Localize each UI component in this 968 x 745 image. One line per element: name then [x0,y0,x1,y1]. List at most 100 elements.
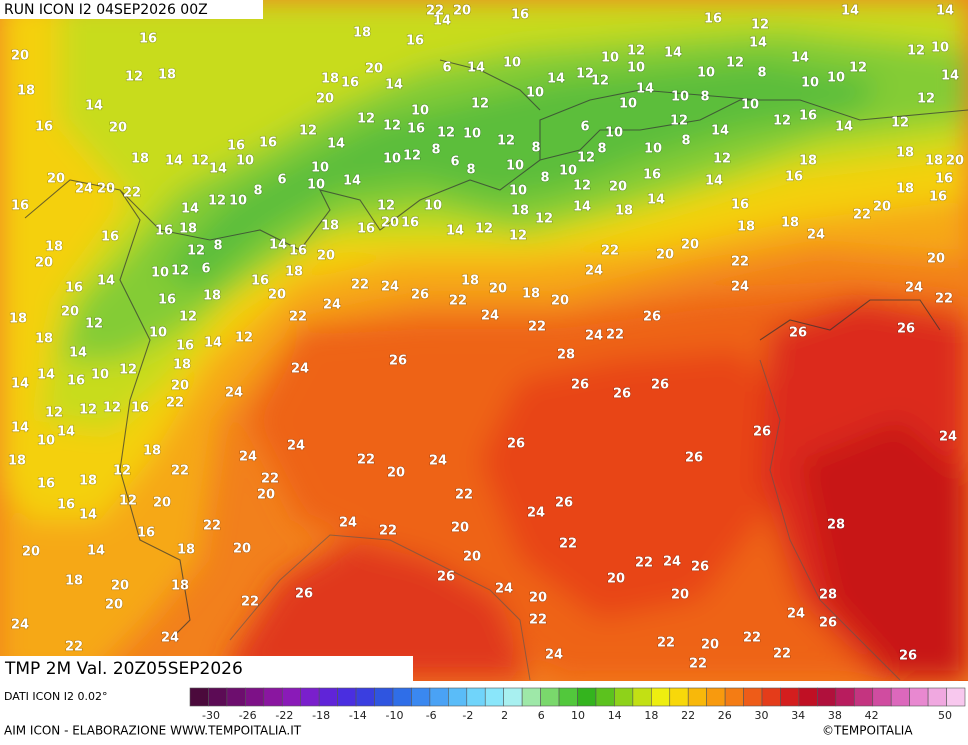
temperature-label: 26 [897,322,915,337]
temperature-label: 12 [119,494,137,509]
temperature-label: 12 [191,154,209,169]
coastline [229,359,901,681]
temperature-label: 12 [751,18,769,33]
temperature-label: 22 [171,464,189,479]
temperature-label: 20 [153,496,171,511]
temperature-label: 10 [526,86,544,101]
temperature-label: 14 [705,174,723,189]
colorbar-tick-label: -30 [202,709,220,722]
colorbar-tick-label: -10 [386,709,404,722]
temperature-label: 24 [731,280,749,295]
temperature-label: 22 [203,519,221,534]
temperature-label: 10 [671,90,689,105]
colorbar-cell [817,687,837,707]
temperature-label: 16 [155,224,173,239]
colorbar-tick-label: 22 [681,709,695,722]
colorbar-tick-label: 14 [608,709,622,722]
temperature-label: 22 [426,4,444,19]
temperature-label: 8 [681,134,690,149]
temperature-label: 12 [383,119,401,134]
temperature-label: 18 [737,220,755,235]
temperature-label: 16 [67,374,85,389]
temperature-label: 16 [929,190,947,205]
temperature-label: 16 [341,76,359,91]
colorbar-cell [780,687,800,707]
run-title: RUN ICON I2 04SEP2026 00Z [4,2,208,18]
temperature-label: 14 [547,72,565,87]
temperature-label: 14 [467,61,485,76]
temperature-label: 12 [125,70,143,85]
colorbar-tick-label: -6 [426,709,437,722]
temperature-label: 14 [385,78,403,93]
temperature-label: 24 [161,631,179,646]
temperature-label: 14 [327,137,345,152]
temperature-label: 22 [166,396,184,411]
temperature-label: 14 [87,544,105,559]
temperature-label: 16 [101,230,119,245]
colorbar-cell [835,687,855,707]
temperature-label: 8 [597,142,606,157]
colorbar-cell [484,687,504,707]
temperature-label: 18 [896,146,914,161]
temperature-label: 12 [187,244,205,259]
temperature-label: 16 [37,477,55,492]
temperature-label: 22 [635,556,653,571]
temperature-label: 20 [701,638,719,653]
temperature-label: 12 [357,112,375,127]
temperature-label: 14 [835,120,853,135]
temperature-label: 14 [749,36,767,51]
temperature-label: 22 [65,640,83,655]
temperature-label: 20 [11,49,29,64]
temperature-label: 12 [591,74,609,89]
temperature-label: 8 [253,184,262,199]
temperature-label: 12 [509,229,527,244]
temperature-label: 16 [251,274,269,289]
temperature-label: 8 [531,141,540,156]
temperature-label: 18 [79,474,97,489]
colorbar-tick-label: 30 [755,709,769,722]
temperature-label: 22 [743,631,761,646]
temperature-label: 8 [757,66,766,81]
temperature-label: 12 [299,124,317,139]
temperature-label: 14 [343,174,361,189]
temperature-label: 12 [573,179,591,194]
temperature-label: 20 [61,305,79,320]
colorbar-cell [890,687,910,707]
temperature-label: 22 [289,310,307,325]
colorbar-cell [355,687,375,707]
temperature-label: 12 [713,152,731,167]
temperature-label: 20 [365,62,383,77]
temperature-label: 22 [689,657,707,672]
colorbar-tick-label: 34 [791,709,805,722]
temperature-label: 20 [105,598,123,613]
colorbar-tick-label: 18 [644,709,658,722]
temperature-label: 28 [557,348,575,363]
temperature-label: 26 [295,587,313,602]
temperature-label: 12 [917,92,935,107]
colorbar-cell [946,687,966,707]
temperature-label: 14 [446,224,464,239]
colorbar-cell [872,687,892,707]
temperature-label: 12 [577,151,595,166]
temperature-label: 20 [671,588,689,603]
temperature-label: 8 [466,163,475,178]
temperature-label: 16 [406,34,424,49]
temperature-label: 12 [103,401,121,416]
temperature-label: 14 [37,368,55,383]
colorbar-cell [429,687,449,707]
temperature-label: 12 [119,363,137,378]
title-box [0,0,263,19]
temperature-label: 16 [799,109,817,124]
colorbar-cell [743,687,763,707]
temperature-label: 10 [236,154,254,169]
colorbar-tick-label: 42 [865,709,879,722]
temperature-label: 10 [503,56,521,71]
temperature-label: 18 [158,68,176,83]
colorbar-cell [669,687,689,707]
temperature-label: 20 [257,488,275,503]
temperature-label: 14 [433,14,451,29]
temperature-label: 20 [946,154,964,169]
colorbar-tick-label: 26 [718,709,732,722]
temperature-label: 18 [8,454,26,469]
colorbar-cell [411,687,431,707]
